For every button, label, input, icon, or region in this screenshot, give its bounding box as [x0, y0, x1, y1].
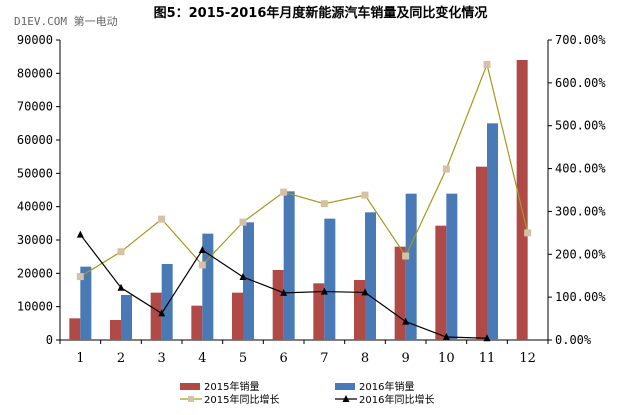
- legend-swatch-2015-sales: [180, 383, 200, 390]
- left-tick-label: 10000: [17, 300, 53, 314]
- bar-2016[interactable]: [324, 218, 336, 340]
- right-tick-label: 0.00%: [555, 333, 592, 347]
- right-tick-label: 100.00%: [555, 290, 606, 304]
- left-tick-label: 0: [46, 333, 53, 347]
- right-tick-label: 300.00%: [555, 204, 606, 218]
- x-tick-label: 4: [198, 351, 206, 366]
- legend-swatch-2016-sales: [335, 383, 355, 390]
- x-tick-label: 8: [361, 351, 369, 366]
- right-tick-label: 600.00%: [555, 76, 606, 90]
- line-2015-growth: [80, 62, 529, 278]
- bar-2016[interactable]: [365, 212, 376, 340]
- bar-2016[interactable]: [487, 123, 498, 340]
- watermark: D1EV.COM 第一电动: [14, 15, 118, 28]
- left-tick-label: 80000: [17, 66, 53, 80]
- point-2015-growth[interactable]: [239, 218, 247, 226]
- bar-2016[interactable]: [202, 233, 214, 340]
- x-tick-label: 6: [280, 351, 288, 366]
- point-2016-growth[interactable]: [442, 333, 450, 340]
- legend-label-2016-sales: 2016年销量: [359, 380, 414, 393]
- bar-2015[interactable]: [232, 292, 243, 340]
- bar-2015[interactable]: [313, 283, 325, 340]
- bar-2015[interactable]: [435, 225, 447, 340]
- point-2016-growth[interactable]: [158, 309, 166, 317]
- x-tick-label: 12: [519, 351, 536, 366]
- point-2015-growth[interactable]: [442, 165, 450, 173]
- bar-2016[interactable]: [283, 191, 295, 340]
- point-2015-growth[interactable]: [76, 273, 84, 281]
- legend-label-2015-sales: 2015年销量: [204, 380, 259, 393]
- bar-2015[interactable]: [272, 270, 284, 340]
- point-2016-growth[interactable]: [320, 287, 328, 295]
- point-2016-growth[interactable]: [483, 334, 491, 342]
- left-tick-label: 30000: [17, 233, 53, 247]
- bar-2016[interactable]: [446, 193, 458, 340]
- x-tick-label: 2: [117, 351, 125, 366]
- bar-2015[interactable]: [191, 305, 203, 340]
- point-2016-growth[interactable]: [402, 317, 410, 325]
- point-2015-growth[interactable]: [158, 215, 166, 223]
- right-tick-label: 700.00%: [555, 33, 606, 47]
- right-tick-label: 500.00%: [555, 119, 606, 133]
- point-2015-growth[interactable]: [402, 252, 410, 260]
- left-tick-label: 60000: [17, 133, 53, 147]
- right-tick-label: 400.00%: [555, 162, 606, 176]
- point-2015-growth[interactable]: [483, 60, 491, 68]
- bar-2016[interactable]: [243, 222, 254, 340]
- bar-2015[interactable]: [69, 318, 81, 340]
- bar-2016[interactable]: [121, 295, 132, 340]
- right-tick-label: 200.00%: [555, 247, 606, 261]
- chart-title: 图5：2015-2016年月度新能源汽车销量及同比变化情况: [153, 6, 488, 21]
- left-tick-label: 70000: [17, 100, 53, 114]
- point-2015-growth[interactable]: [361, 191, 369, 199]
- bar-2016[interactable]: [405, 193, 417, 340]
- point-2016-growth[interactable]: [361, 288, 369, 296]
- legend-label-2015-growth: 2015年同比增长: [204, 393, 279, 406]
- bar-2016[interactable]: [80, 266, 92, 340]
- point-2015-growth[interactable]: [320, 200, 328, 208]
- point-2015-growth[interactable]: [280, 188, 288, 196]
- bar-2016[interactable]: [161, 264, 173, 340]
- bar-2015[interactable]: [150, 292, 162, 340]
- bar-2015[interactable]: [476, 166, 487, 340]
- point-2016-growth[interactable]: [76, 230, 84, 238]
- point-2016-growth[interactable]: [117, 283, 125, 291]
- point-2016-growth[interactable]: [239, 273, 247, 280]
- x-tick-label: 3: [158, 351, 166, 366]
- left-tick-label: 20000: [17, 266, 53, 280]
- point-2016-growth[interactable]: [280, 288, 288, 296]
- legend-label-2016-growth: 2016年同比增长: [359, 393, 434, 406]
- point-2015-growth[interactable]: [117, 248, 125, 256]
- legend-marker-2015-growth: [188, 396, 194, 402]
- x-tick-label: 9: [402, 351, 410, 366]
- x-tick-label: 5: [239, 351, 247, 366]
- point-2016-growth[interactable]: [198, 246, 206, 253]
- bar-2015[interactable]: [354, 280, 365, 340]
- left-tick-label: 50000: [17, 166, 53, 180]
- point-2015-growth[interactable]: [524, 229, 532, 237]
- x-tick-label: 1: [76, 351, 84, 366]
- x-tick-label: 10: [438, 351, 455, 366]
- left-tick-label: 90000: [17, 33, 53, 47]
- left-tick-label: 40000: [17, 200, 53, 214]
- legend-marker-2016-growth: [342, 395, 350, 402]
- x-tick-label: 11: [479, 351, 496, 366]
- x-tick-label: 7: [320, 351, 328, 366]
- point-2015-growth[interactable]: [198, 261, 206, 269]
- bar-2015[interactable]: [110, 320, 121, 340]
- bar-2015[interactable]: [394, 246, 406, 340]
- bar-2015[interactable]: [516, 60, 528, 340]
